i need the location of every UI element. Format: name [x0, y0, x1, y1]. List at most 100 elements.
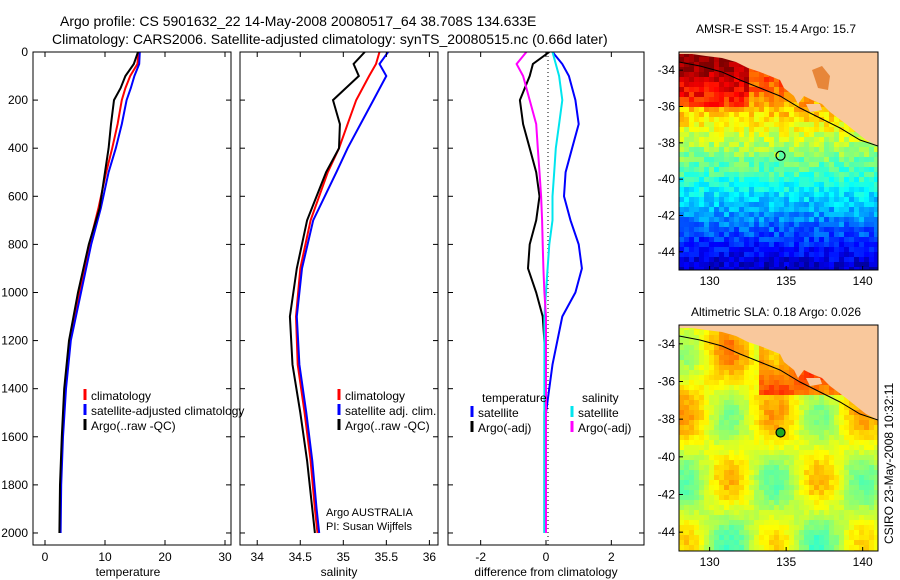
map-cell	[749, 162, 755, 168]
map-cell	[864, 435, 870, 441]
map-cell	[859, 172, 865, 178]
map-cell	[854, 247, 860, 253]
map-cell	[814, 207, 820, 213]
map-cell	[869, 540, 875, 546]
map-cell	[759, 380, 765, 386]
map-cell	[839, 167, 845, 173]
map-cell	[784, 495, 790, 501]
map-cell	[824, 107, 830, 113]
map-cell	[789, 505, 795, 511]
map-cell	[699, 82, 705, 88]
map-cell	[709, 540, 715, 546]
map-cell	[724, 192, 730, 198]
map-cell	[769, 262, 775, 268]
map-cell	[844, 475, 850, 481]
map-cell	[769, 117, 775, 123]
x-tick-label: 30	[218, 550, 232, 564]
map-cell	[709, 262, 715, 268]
map-cell	[789, 222, 795, 228]
map-cell	[679, 122, 685, 128]
map-cell	[689, 257, 695, 263]
map-cell	[754, 127, 760, 133]
map-cell	[774, 390, 780, 396]
map-cell	[774, 237, 780, 243]
map-cell	[769, 400, 775, 406]
map-cell	[694, 390, 700, 396]
map-cell	[689, 172, 695, 178]
map-cell	[679, 535, 685, 541]
y-tick-label: 600	[8, 189, 28, 203]
map-cell	[689, 192, 695, 198]
map-cell	[789, 107, 795, 113]
map-cell	[799, 505, 805, 511]
map-cell	[679, 460, 685, 466]
map-cell	[814, 237, 820, 243]
map-cell	[679, 415, 685, 421]
map-cell	[744, 395, 750, 401]
map-cell	[864, 510, 870, 516]
map-cell	[784, 237, 790, 243]
map-cell	[709, 107, 715, 113]
map-cell	[819, 425, 825, 431]
map-cell	[699, 415, 705, 421]
map-cell	[849, 237, 855, 243]
map-cell	[784, 425, 790, 431]
map-cell	[709, 97, 715, 103]
map-cell	[759, 475, 765, 481]
map-cell	[754, 540, 760, 546]
map-cell	[869, 470, 875, 476]
map-cell	[844, 142, 850, 148]
map-cell	[739, 370, 745, 376]
map-cell	[734, 395, 740, 401]
map-cell	[779, 232, 785, 238]
map-cell	[764, 470, 770, 476]
map-cell	[804, 242, 810, 248]
map-cell	[849, 425, 855, 431]
map-cell	[679, 455, 685, 461]
map-cell	[689, 237, 695, 243]
map-cell	[819, 167, 825, 173]
map-cell	[719, 340, 725, 346]
map-cell	[739, 197, 745, 203]
map-cell	[809, 257, 815, 263]
map-cell	[779, 247, 785, 253]
map-cell	[794, 515, 800, 521]
map-cell	[719, 535, 725, 541]
map-cell	[744, 440, 750, 446]
map-cell	[819, 187, 825, 193]
map-cell	[729, 92, 735, 98]
map-cell	[744, 87, 750, 93]
map-cell	[799, 177, 805, 183]
map-cell	[839, 450, 845, 456]
map-cell	[679, 480, 685, 486]
map-cell	[819, 127, 825, 133]
map-cell	[754, 187, 760, 193]
map-cell	[779, 147, 785, 153]
map-cell	[744, 375, 750, 381]
map-cell	[719, 450, 725, 456]
map-cell	[764, 480, 770, 486]
map-cell	[759, 82, 765, 88]
map-cell	[754, 500, 760, 506]
map-cell	[834, 162, 840, 168]
map-cell	[679, 440, 685, 446]
map-cell	[769, 455, 775, 461]
map-cell	[709, 395, 715, 401]
map-cell	[779, 212, 785, 218]
map-cell	[809, 400, 815, 406]
map-cell	[829, 257, 835, 263]
map-cell	[829, 445, 835, 451]
map-cell	[679, 395, 685, 401]
map-cell	[829, 520, 835, 526]
map-cell	[854, 167, 860, 173]
map-cell	[784, 490, 790, 496]
map-cell	[829, 217, 835, 223]
map-cell	[729, 152, 735, 158]
map-cell	[869, 262, 875, 268]
map-cell	[709, 375, 715, 381]
map-cell	[749, 212, 755, 218]
map-cell	[839, 420, 845, 426]
map-cell	[684, 207, 690, 213]
map-cell	[789, 252, 795, 258]
map-cell	[749, 107, 755, 113]
